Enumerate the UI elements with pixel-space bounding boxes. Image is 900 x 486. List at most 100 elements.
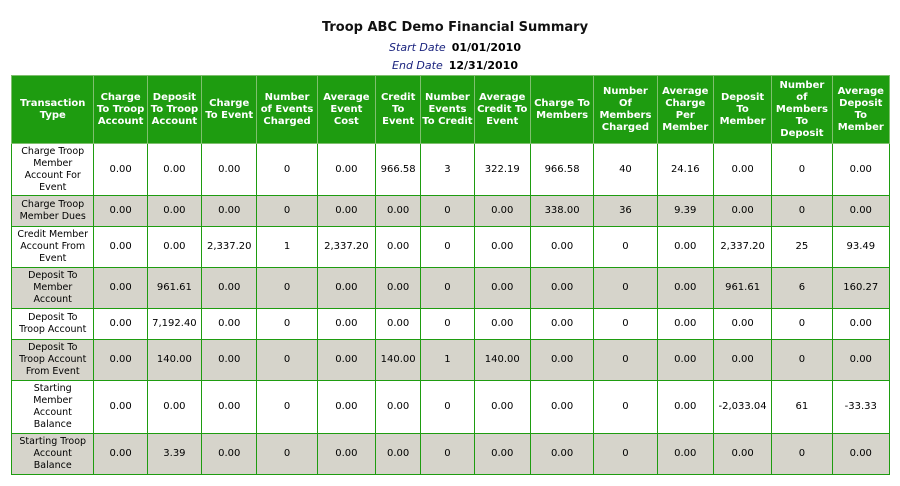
table-cell: 0.00 xyxy=(146,226,203,268)
table-cell: 0.00 xyxy=(93,267,148,309)
table-row: Starting Troop Account Balance 0.00 3.39 0.… xyxy=(10,433,891,475)
table-cell: 0.00 xyxy=(375,226,422,268)
table-cell: 0 xyxy=(771,339,833,381)
table-cell: 0.00 xyxy=(656,380,714,434)
table-cell: 0.00 xyxy=(473,433,531,475)
table-cell: 0 xyxy=(593,433,658,475)
start-date-label: Start Date xyxy=(389,41,446,54)
table-cell: 7,192.40 xyxy=(146,308,203,340)
table-cell: 0 xyxy=(593,380,658,434)
table-cell: 0.00 xyxy=(473,308,531,340)
table-cell: 0.00 xyxy=(656,308,714,340)
table-cell: 1 xyxy=(420,339,475,381)
table-cell: 0 xyxy=(256,308,318,340)
table-cell: 36 xyxy=(593,195,658,227)
column-header: Charge To Members xyxy=(529,75,595,144)
table-cell: 140.00 xyxy=(473,339,531,381)
table-cell: 966.58 xyxy=(529,143,595,196)
end-date-label: End Date xyxy=(392,59,443,72)
table-row: Deposit To Troop Account 0.00 7,192.40 0.00… xyxy=(10,308,891,340)
table-cell: 2,337.20 xyxy=(201,226,258,268)
report-title: Troop ABC Demo Financial Summary xyxy=(321,20,589,35)
table-cell: 0.00 xyxy=(375,195,422,227)
table-row: Credit Member Account From Event 0.00 0.00… xyxy=(10,226,891,268)
table-cell: 0.00 xyxy=(656,267,714,309)
table-cell: 0 xyxy=(420,380,475,434)
table-cell: 0 xyxy=(771,195,833,227)
table-cell: 0.00 xyxy=(831,433,891,475)
table-cell: 0 xyxy=(256,195,318,227)
table-cell: 0.00 xyxy=(375,308,422,340)
table-cell: 0.00 xyxy=(656,433,714,475)
table-cell: 0.00 xyxy=(473,380,531,434)
table-cell: 0 xyxy=(593,339,658,381)
table-cell: 140.00 xyxy=(375,339,422,381)
table-cell: 0.00 xyxy=(529,380,595,434)
column-header: Charge To Event xyxy=(201,75,258,144)
table-cell: 25 xyxy=(771,226,833,268)
column-header: Number of Events Charged xyxy=(256,75,318,144)
table-cell: 2,337.20 xyxy=(712,226,773,268)
table-cell: 0.00 xyxy=(93,339,148,381)
table-cell: 0 xyxy=(256,143,318,196)
table-cell: 0.00 xyxy=(201,380,258,434)
table-cell: 61 xyxy=(771,380,833,434)
transaction-type-cell: Starting Member Account Balance xyxy=(10,380,95,434)
table-cell: 0.00 xyxy=(831,143,891,196)
table-cell: 0.00 xyxy=(656,226,714,268)
table-cell: 961.61 xyxy=(146,267,203,309)
table-body: Charge Troop Member Account For Event 0.0… xyxy=(10,143,891,475)
table-cell: 0.00 xyxy=(316,433,377,475)
column-header: Number Events To Credit xyxy=(420,75,475,144)
table-cell: 0.00 xyxy=(375,267,422,309)
table-cell: 0.00 xyxy=(316,308,377,340)
table-cell: 322.19 xyxy=(473,143,531,196)
table-cell: 0.00 xyxy=(146,195,203,227)
table-cell: 0.00 xyxy=(201,267,258,309)
start-date-value: 01/01/2010 xyxy=(451,41,521,54)
table-cell: 2,337.20 xyxy=(316,226,377,268)
table-cell: 0.00 xyxy=(529,433,595,475)
table-row: Deposit To Troop Account From Event 0.00 1… xyxy=(10,339,891,381)
transaction-type-cell: Deposit To Troop Account From Event xyxy=(10,339,95,381)
column-header: Transaction Type xyxy=(10,75,95,144)
table-cell: 0.00 xyxy=(316,267,377,309)
table-cell: 0 xyxy=(256,267,318,309)
column-header: Deposit To Member xyxy=(712,75,773,144)
table-cell: 0 xyxy=(771,433,833,475)
table-cell: 0 xyxy=(256,433,318,475)
transaction-type-cell: Credit Member Account From Event xyxy=(10,226,95,268)
table-cell: 0 xyxy=(593,308,658,340)
table-cell: 0 xyxy=(593,267,658,309)
table-cell: 0.00 xyxy=(529,226,595,268)
table-cell: 0.00 xyxy=(375,380,422,434)
column-header: Deposit To Troop Account xyxy=(146,75,203,144)
table-cell: 0.00 xyxy=(93,433,148,475)
table-cell: 0.00 xyxy=(529,308,595,340)
table-cell: 0.00 xyxy=(201,433,258,475)
table-cell: 0.00 xyxy=(316,339,377,381)
table-cell: 0.00 xyxy=(93,195,148,227)
table-cell: 0.00 xyxy=(146,380,203,434)
table-cell: 0 xyxy=(256,339,318,381)
table-row: Charge Troop Member Account For Event 0.0… xyxy=(10,143,891,196)
table-cell: 961.61 xyxy=(712,267,773,309)
table-cell: 0.00 xyxy=(93,143,148,196)
table-cell: 0.00 xyxy=(93,380,148,434)
table-cell: 40 xyxy=(593,143,658,196)
table-cell: 9.39 xyxy=(656,195,714,227)
table-cell: 6 xyxy=(771,267,833,309)
column-header: Number of Members To Deposit xyxy=(771,75,833,144)
table-cell: -33.33 xyxy=(831,380,891,434)
end-date-row: End Date 12/31/2010 xyxy=(0,59,900,72)
table-cell: 0 xyxy=(420,433,475,475)
table-cell: 0.00 xyxy=(316,380,377,434)
table-cell: 0.00 xyxy=(201,339,258,381)
table-cell: 0.00 xyxy=(831,195,891,227)
table-cell: 0.00 xyxy=(316,195,377,227)
table-cell: 140.00 xyxy=(146,339,203,381)
table-cell: 0.00 xyxy=(473,195,531,227)
table-cell: 3 xyxy=(420,143,475,196)
table-cell: 93.49 xyxy=(831,226,891,268)
table-cell: 0.00 xyxy=(656,339,714,381)
